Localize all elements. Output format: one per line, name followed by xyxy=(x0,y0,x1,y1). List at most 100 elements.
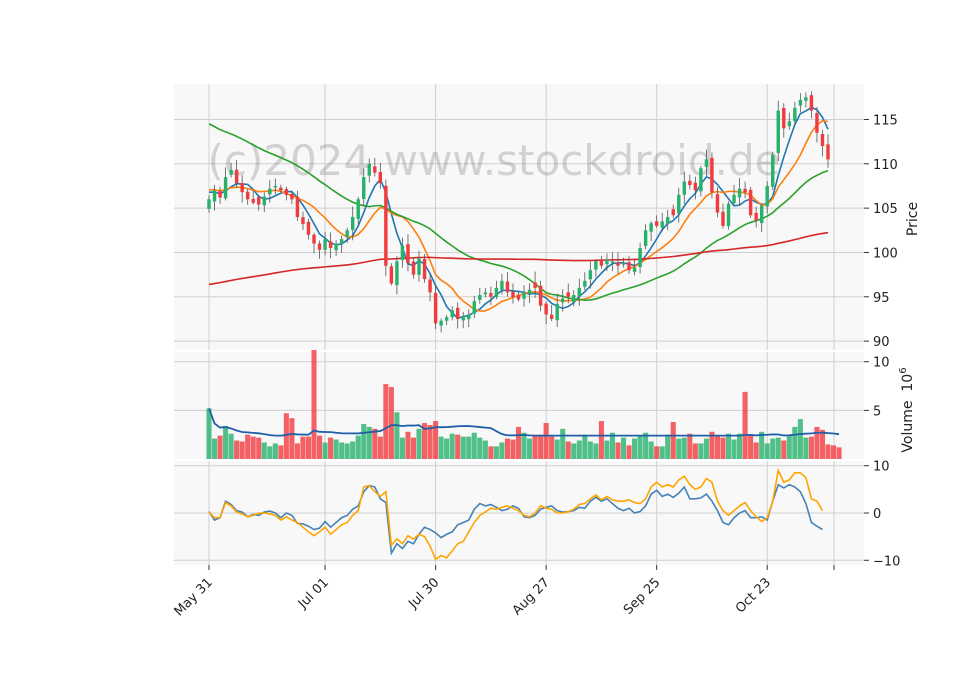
volume-bar xyxy=(377,436,383,459)
volume-axis-label-group: Volume 106 xyxy=(898,367,916,452)
volume-bar xyxy=(239,441,245,459)
candle-body xyxy=(367,163,371,176)
candle-body xyxy=(748,189,753,216)
candle-body xyxy=(207,199,211,209)
price-tick-label: 110 xyxy=(873,158,898,173)
candle-body xyxy=(804,97,808,101)
volume-bar xyxy=(250,436,256,459)
candle-body xyxy=(262,196,266,206)
candle-body xyxy=(295,196,300,217)
volume-bar xyxy=(267,446,273,459)
candle-body xyxy=(643,230,648,247)
candle-body xyxy=(257,197,261,205)
volume-bar xyxy=(527,438,533,459)
candle-body xyxy=(649,223,653,232)
candle-body xyxy=(444,317,449,321)
volume-bar xyxy=(493,446,499,459)
oscillator-tick-label: −10 xyxy=(873,554,900,569)
candle-body xyxy=(389,266,394,284)
candle-body xyxy=(229,170,233,175)
volume-bar xyxy=(300,436,306,459)
candle-body xyxy=(511,291,515,297)
oscillator-tick-label: 0 xyxy=(873,507,881,522)
candle-body xyxy=(666,217,670,224)
volume-bar xyxy=(620,437,627,459)
candle-body xyxy=(561,298,565,303)
volume-bar xyxy=(731,439,737,459)
candle-body xyxy=(820,134,825,147)
volume-bar xyxy=(725,433,732,459)
volume-bar xyxy=(515,426,522,459)
volume-bar xyxy=(350,441,356,459)
candle-body xyxy=(793,107,797,121)
candle-body xyxy=(654,221,659,226)
candle-body xyxy=(732,194,736,204)
volume-bar xyxy=(703,438,709,459)
candle-body xyxy=(373,166,377,173)
volume-bar xyxy=(687,433,693,459)
volume-bar xyxy=(659,446,665,459)
price-axis-label: Price xyxy=(905,202,921,236)
volume-bar xyxy=(289,418,295,459)
candle-body xyxy=(400,245,405,261)
volume-bar xyxy=(471,432,477,459)
volume-bar xyxy=(344,443,350,459)
volume-bar xyxy=(223,425,229,459)
volume-bar xyxy=(676,438,682,459)
volume-bar xyxy=(720,437,726,459)
volume-bar xyxy=(460,436,466,459)
candle-body xyxy=(588,270,593,280)
candle-body xyxy=(688,180,692,186)
volume-bar xyxy=(466,436,472,459)
volume-bar xyxy=(609,432,615,459)
volume-bar xyxy=(786,434,792,459)
volume-bar xyxy=(825,444,831,459)
price-tick-label: 105 xyxy=(873,202,898,217)
volume-bar xyxy=(366,426,372,459)
candle-body xyxy=(533,282,537,288)
candle-body xyxy=(406,244,410,264)
candle-body xyxy=(312,234,316,244)
volume-bar xyxy=(648,441,654,459)
volume-bar xyxy=(571,443,577,459)
volume-bar xyxy=(455,434,461,459)
volume-bar xyxy=(405,431,411,459)
candle-body xyxy=(489,292,493,297)
volume-bar xyxy=(748,435,754,459)
candle-body xyxy=(616,262,620,266)
volume-bar xyxy=(316,435,323,459)
volume-bar xyxy=(427,424,433,459)
price-tick-label: 90 xyxy=(873,335,890,350)
volume-bar xyxy=(830,445,837,459)
candle-body xyxy=(505,281,510,293)
volume-bar xyxy=(499,442,505,459)
candle-body xyxy=(234,169,239,184)
candle-body xyxy=(284,189,289,195)
volume-bar xyxy=(643,432,649,459)
volume-bar xyxy=(582,434,588,459)
candle-body xyxy=(450,310,454,318)
volume-bar xyxy=(764,443,770,459)
candle-body xyxy=(638,248,642,268)
candle-body xyxy=(743,188,747,193)
candle-body xyxy=(771,154,775,187)
candle-body xyxy=(301,217,305,225)
volume-bar xyxy=(234,440,240,459)
volume-bar xyxy=(808,436,814,459)
volume-bar xyxy=(305,436,312,459)
volume-bar xyxy=(549,436,555,459)
volume-bar xyxy=(488,446,494,459)
volume-bar xyxy=(410,437,417,459)
candle-body xyxy=(798,99,803,106)
candle-body xyxy=(572,295,576,303)
candle-body xyxy=(467,314,471,320)
candle-body xyxy=(395,261,399,286)
candle-body xyxy=(472,301,476,314)
volume-bar xyxy=(477,437,483,459)
volume-bar xyxy=(692,443,698,459)
candle-body xyxy=(478,295,482,300)
volume-bar xyxy=(803,437,809,459)
price-tick-label: 115 xyxy=(873,113,898,128)
volume-bar xyxy=(482,440,488,459)
